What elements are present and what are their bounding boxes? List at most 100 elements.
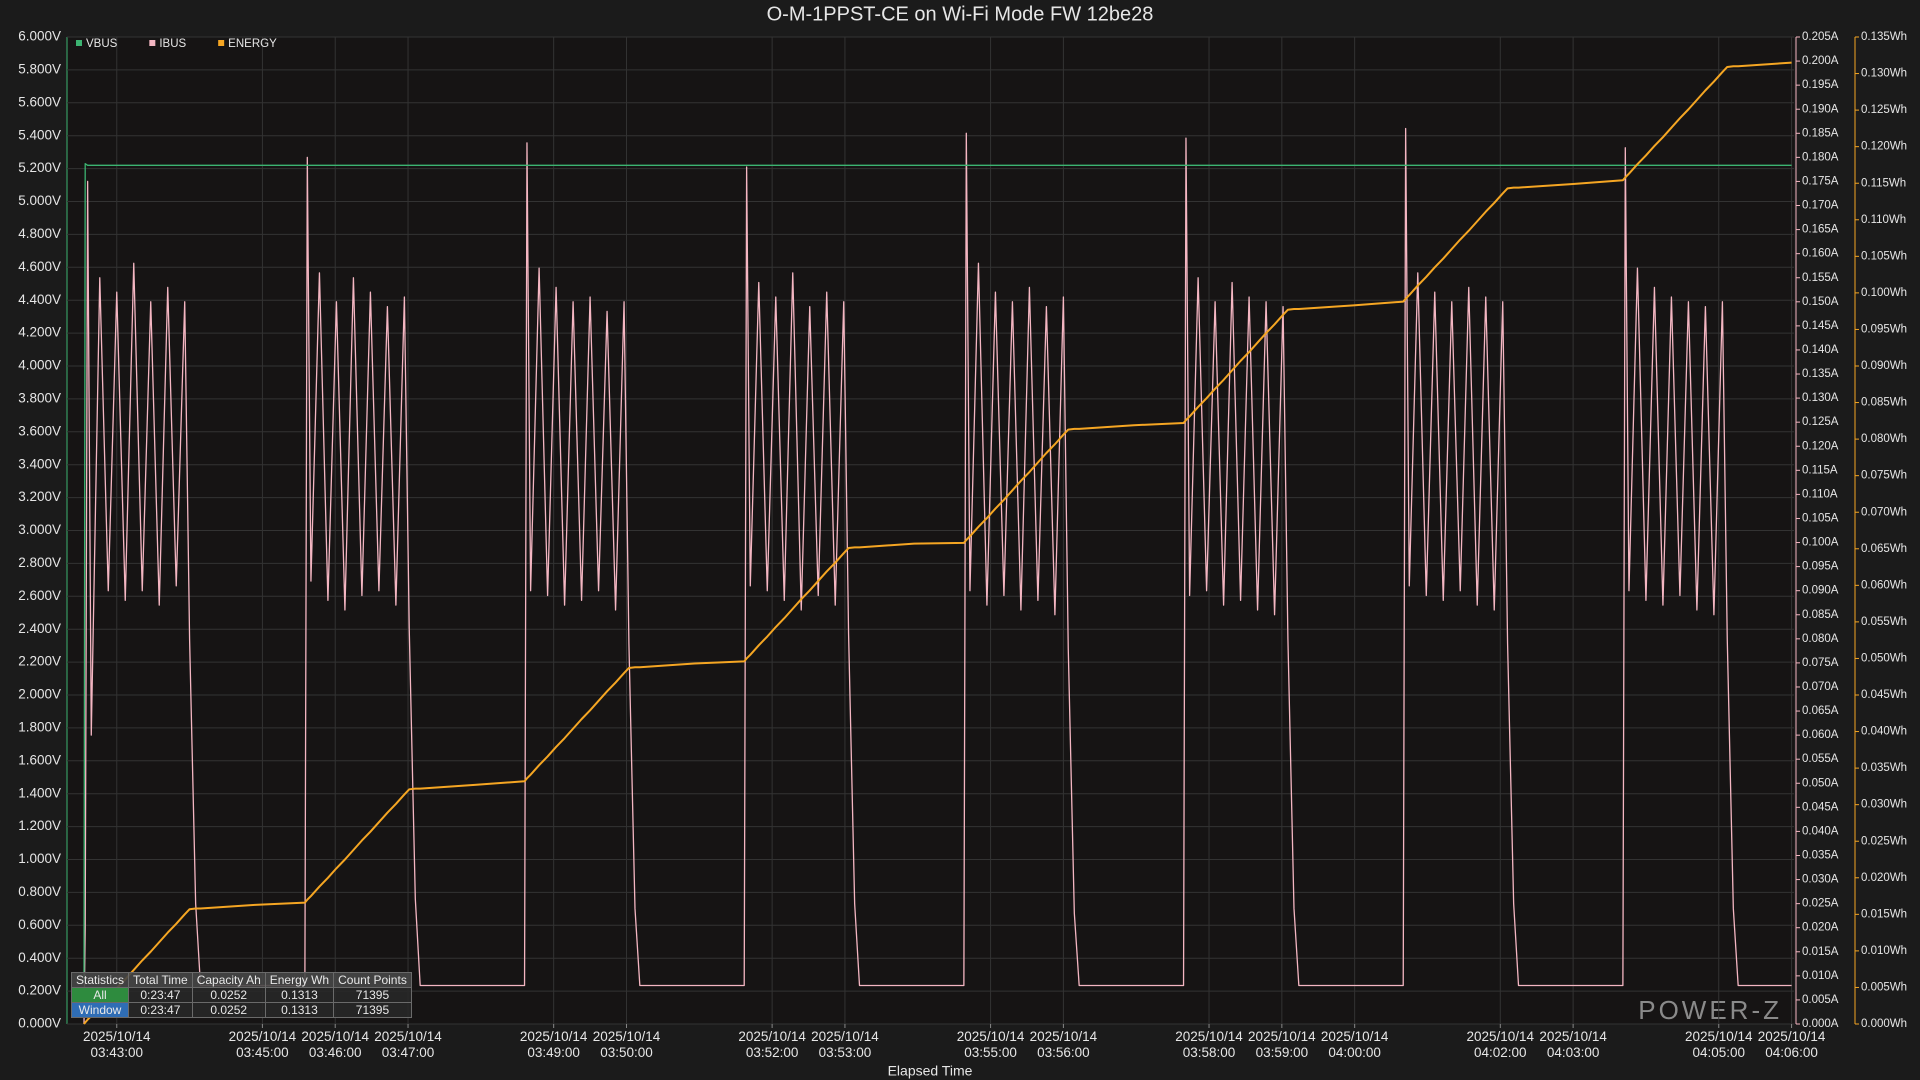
legend-label: ENERGY <box>228 38 277 50</box>
y-tick-label: 0.000V <box>18 1016 61 1031</box>
y2-tick-label: 0.100A <box>1802 537 1839 549</box>
y-tick-label: 2.800V <box>18 555 61 570</box>
x-tick-label: 2025/10/14 03:59:00 <box>1248 1029 1316 1060</box>
y3-tick-label: 0.105Wh <box>1861 250 1907 262</box>
y2-tick-label: 0.140A <box>1802 344 1839 356</box>
y-tick-label: 3.400V <box>18 456 61 471</box>
y3-tick-label: 0.080Wh <box>1861 433 1907 445</box>
stats-cell: 0:23:47 <box>128 1002 193 1018</box>
stats-cell: Count Points <box>333 972 412 988</box>
y2-tick-label: 0.160A <box>1802 248 1839 260</box>
y2-tick-label: 0.150A <box>1802 296 1839 308</box>
y2-tick-label: 0.045A <box>1802 801 1839 813</box>
y2-tick-label: 0.025A <box>1802 898 1839 910</box>
y3-tick-label: 0.020Wh <box>1861 872 1907 884</box>
x-tick-label: 2025/10/14 03:46:00 <box>301 1029 369 1060</box>
stats-cell: Energy Wh <box>264 972 335 988</box>
y2-tick-label: 0.120A <box>1802 440 1839 452</box>
y3-tick-label: 0.125Wh <box>1861 104 1907 116</box>
y2-tick-label: 0.125A <box>1802 416 1839 428</box>
y2-tick-label: 0.075A <box>1802 657 1839 669</box>
legend-swatch <box>149 40 156 46</box>
y3-tick-label: 0.070Wh <box>1861 506 1907 518</box>
y2-tick-label: 0.060A <box>1802 729 1839 741</box>
stats-header: Statistics Total Time Capacity Ah Energy… <box>70 972 412 988</box>
y-tick-label: 3.800V <box>18 390 61 405</box>
y-tick-label: 1.200V <box>18 818 61 833</box>
x-tick-label: 2025/10/14 04:02:00 <box>1467 1029 1535 1060</box>
y2-tick-label: 0.010A <box>1802 970 1839 982</box>
legend-label: IBUS <box>159 38 186 50</box>
y-tick-label: 4.800V <box>18 226 61 241</box>
y3-tick-label: 0.030Wh <box>1861 799 1907 811</box>
legend: VBUS IBUS ENERGY <box>76 38 277 50</box>
y3-tick-label: 0.040Wh <box>1861 726 1907 738</box>
y2-tick-label: 0.205A <box>1802 31 1839 43</box>
stats-cell: 0.0252 <box>191 1002 266 1018</box>
x-tick-label: 2025/10/14 03:52:00 <box>738 1029 806 1060</box>
y-tick-label: 1.600V <box>18 752 61 767</box>
y2-tick-label: 0.020A <box>1802 922 1839 934</box>
x-tick-label: 2025/10/14 03:53:00 <box>811 1029 879 1060</box>
y2-tick-label: 0.070A <box>1802 681 1839 693</box>
legend-swatch <box>218 40 225 46</box>
y3-tick-label: 0.085Wh <box>1861 397 1907 409</box>
y2-tick-label: 0.000A <box>1802 1018 1839 1030</box>
y-tick-label: 6.000V <box>18 29 61 44</box>
series-lines <box>83 61 1792 1025</box>
x-axis-label: Elapsed Time <box>888 1063 973 1079</box>
stats-row: All 0:23:47 0.0252 0.1313 71395 <box>70 987 412 1003</box>
y-tick-label: 4.200V <box>18 325 61 340</box>
x-tick-label: 2025/10/14 03:49:00 <box>520 1029 588 1060</box>
series-line <box>83 163 1792 983</box>
x-tick-label: 2025/10/14 03:58:00 <box>1175 1029 1243 1060</box>
y2-tick-label: 0.170A <box>1802 200 1839 212</box>
y-tick-label: 2.000V <box>18 687 61 702</box>
stats-cell: 0.0252 <box>191 987 266 1003</box>
x-tick-label: 2025/10/14 03:55:00 <box>957 1029 1025 1060</box>
y3-tick-label: 0.015Wh <box>1861 908 1907 920</box>
y2-tick-label: 0.105A <box>1802 512 1839 524</box>
y2-tick-label: 0.080A <box>1802 633 1839 645</box>
y2-tick-label: 0.200A <box>1802 55 1839 67</box>
y2-tick-label: 0.130A <box>1802 392 1839 404</box>
x-tick-label: 2025/10/14 04:05:00 <box>1685 1029 1753 1060</box>
stats-cell: Window <box>70 1002 130 1018</box>
y2-tick-label: 0.095A <box>1802 561 1839 573</box>
stats-cell: 71395 <box>333 987 412 1003</box>
y3-tick-label: 0.000Wh <box>1861 1018 1907 1030</box>
y3-tick-label: 0.110Wh <box>1861 214 1906 226</box>
stats-cell: 0.1313 <box>264 1002 335 1018</box>
y2-tick-label: 0.065A <box>1802 705 1839 717</box>
y2-tick-label: 0.115A <box>1802 464 1838 476</box>
x-tick-label: 2025/10/14 03:56:00 <box>1030 1029 1098 1060</box>
y3-tick-label: 0.100Wh <box>1861 287 1907 299</box>
y3-tick-label: 0.050Wh <box>1861 652 1907 664</box>
y-tick-label: 1.400V <box>18 785 61 800</box>
y3-tick-label: 0.130Wh <box>1861 68 1907 80</box>
stats-cell: All <box>70 987 130 1003</box>
y-tick-label: 0.200V <box>18 983 61 998</box>
y-tick-label: 0.800V <box>18 884 61 899</box>
y3-tick-label: 0.075Wh <box>1861 470 1907 482</box>
y-tick-label: 0.600V <box>18 917 61 932</box>
y-tick-label: 5.400V <box>18 127 61 142</box>
y-tick-label: 5.800V <box>18 61 61 76</box>
y2-tick-label: 0.035A <box>1802 850 1839 862</box>
stats-cell: Capacity Ah <box>191 972 266 988</box>
y2-tick-label: 0.040A <box>1802 825 1839 837</box>
y2-tick-label: 0.030A <box>1802 874 1839 886</box>
y3-tick-label: 0.095Wh <box>1861 323 1907 335</box>
y-tick-label: 1.000V <box>18 851 61 866</box>
y2-tick-label: 0.155A <box>1802 272 1839 284</box>
x-tick-label: 2025/10/14 03:50:00 <box>593 1029 661 1060</box>
y2-tick-label: 0.085A <box>1802 609 1839 621</box>
y-tick-label: 1.800V <box>18 719 61 734</box>
y3-tick-label: 0.025Wh <box>1861 835 1907 847</box>
y3-tick-label: 0.120Wh <box>1861 141 1907 153</box>
y2-tick-label: 0.190A <box>1802 103 1839 115</box>
series-line <box>83 127 1792 1025</box>
y-tick-label: 5.200V <box>18 160 61 175</box>
y2-tick-label: 0.195A <box>1802 79 1839 91</box>
y3-tick-label: 0.055Wh <box>1861 616 1907 628</box>
